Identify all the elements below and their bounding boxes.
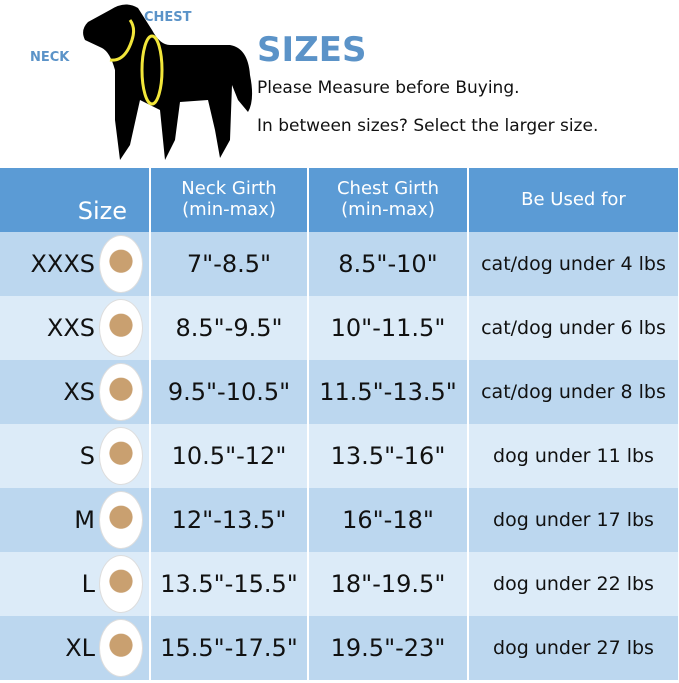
use-cell: dog under 17 lbs bbox=[468, 488, 679, 552]
table-header: Size Neck Girth (min-max) Chest Girth (min… bbox=[0, 168, 679, 232]
dog-silhouette-icon bbox=[83, 4, 253, 161]
table-row: XXXS 7"-8.5" 8.5"-10" cat/dog under 4 lb… bbox=[0, 232, 679, 296]
neck-cell: 13.5"-15.5" bbox=[150, 552, 309, 616]
dog-photo-icon bbox=[99, 363, 143, 421]
size-label: XS bbox=[63, 378, 95, 406]
col-use: Be Used for bbox=[468, 168, 679, 232]
size-cell: XXXS bbox=[0, 232, 151, 296]
neck-cell: 8.5"-9.5" bbox=[150, 296, 309, 360]
dog-photo-icon bbox=[99, 427, 143, 485]
neck-cell: 12"-13.5" bbox=[150, 488, 309, 552]
table-row: S 10.5"-12" 13.5"-16" dog under 11 lbs bbox=[0, 424, 679, 488]
use-cell: dog under 22 lbs bbox=[468, 552, 679, 616]
size-cell: L bbox=[0, 552, 151, 616]
dog-photo-icon bbox=[99, 619, 143, 677]
dog-photo-icon bbox=[99, 491, 143, 549]
size-label: M bbox=[74, 506, 95, 534]
table-row: M 12"-13.5" 16"-18" dog under 17 lbs bbox=[0, 488, 679, 552]
dog-photo-icon bbox=[99, 555, 143, 613]
col-neck: Neck Girth (min-max) bbox=[150, 168, 309, 232]
col-chest-sub: (min-max) bbox=[341, 199, 435, 220]
use-cell: dog under 27 lbs bbox=[468, 616, 679, 680]
dog-photo-icon bbox=[99, 235, 143, 293]
chest-cell: 19.5"-23" bbox=[308, 616, 469, 680]
size-label: S bbox=[79, 442, 95, 470]
col-neck-sub: (min-max) bbox=[182, 199, 276, 220]
col-size: Size bbox=[0, 168, 151, 232]
table-row: L 13.5"-15.5" 18"-19.5" dog under 22 lbs bbox=[0, 552, 679, 616]
dog-photo-icon bbox=[99, 299, 143, 357]
chest-cell: 18"-19.5" bbox=[308, 552, 469, 616]
table-row: XS 9.5"-10.5" 11.5"-13.5" cat/dog under … bbox=[0, 360, 679, 424]
size-guide-header: NECK CHEST SIZES Please Measure before B… bbox=[0, 0, 679, 168]
col-neck-title: Neck Girth bbox=[181, 178, 277, 200]
page-title: SIZES bbox=[257, 30, 367, 70]
size-cell: XS bbox=[0, 360, 151, 424]
neck-cell: 15.5"-17.5" bbox=[150, 616, 309, 680]
size-cell: XL bbox=[0, 616, 151, 680]
use-cell: cat/dog under 4 lbs bbox=[468, 232, 679, 296]
chest-cell: 16"-18" bbox=[308, 488, 469, 552]
neck-cell: 10.5"-12" bbox=[150, 424, 309, 488]
chest-cell: 13.5"-16" bbox=[308, 424, 469, 488]
size-label: XXS bbox=[46, 314, 95, 342]
chest-cell: 10"-11.5" bbox=[308, 296, 469, 360]
size-cell: M bbox=[0, 488, 151, 552]
size-cell: S bbox=[0, 424, 151, 488]
size-label: XXXS bbox=[30, 250, 95, 278]
use-cell: cat/dog under 6 lbs bbox=[468, 296, 679, 360]
chest-label: CHEST bbox=[144, 10, 192, 25]
use-cell: dog under 11 lbs bbox=[468, 424, 679, 488]
size-cell: XXS bbox=[0, 296, 151, 360]
neck-cell: 9.5"-10.5" bbox=[150, 360, 309, 424]
size-label: XL bbox=[65, 634, 95, 662]
col-chest-title: Chest Girth bbox=[336, 178, 440, 200]
col-chest: Chest Girth (min-max) bbox=[308, 168, 469, 232]
table-row: XXS 8.5"-9.5" 10"-11.5" cat/dog under 6 … bbox=[0, 296, 679, 360]
chest-cell: 8.5"-10" bbox=[308, 232, 469, 296]
size-table: Size Neck Girth (min-max) Chest Girth (min… bbox=[0, 168, 679, 680]
size-label: L bbox=[81, 570, 95, 598]
use-cell: cat/dog under 8 lbs bbox=[468, 360, 679, 424]
table-row: XL 15.5"-17.5" 19.5"-23" dog under 27 lb… bbox=[0, 616, 679, 680]
neck-label: NECK bbox=[30, 50, 70, 65]
chest-cell: 11.5"-13.5" bbox=[308, 360, 469, 424]
measure-note: Please Measure before Buying. bbox=[257, 78, 520, 98]
size-advice: In between sizes? Select the larger size… bbox=[257, 116, 599, 136]
neck-cell: 7"-8.5" bbox=[150, 232, 309, 296]
